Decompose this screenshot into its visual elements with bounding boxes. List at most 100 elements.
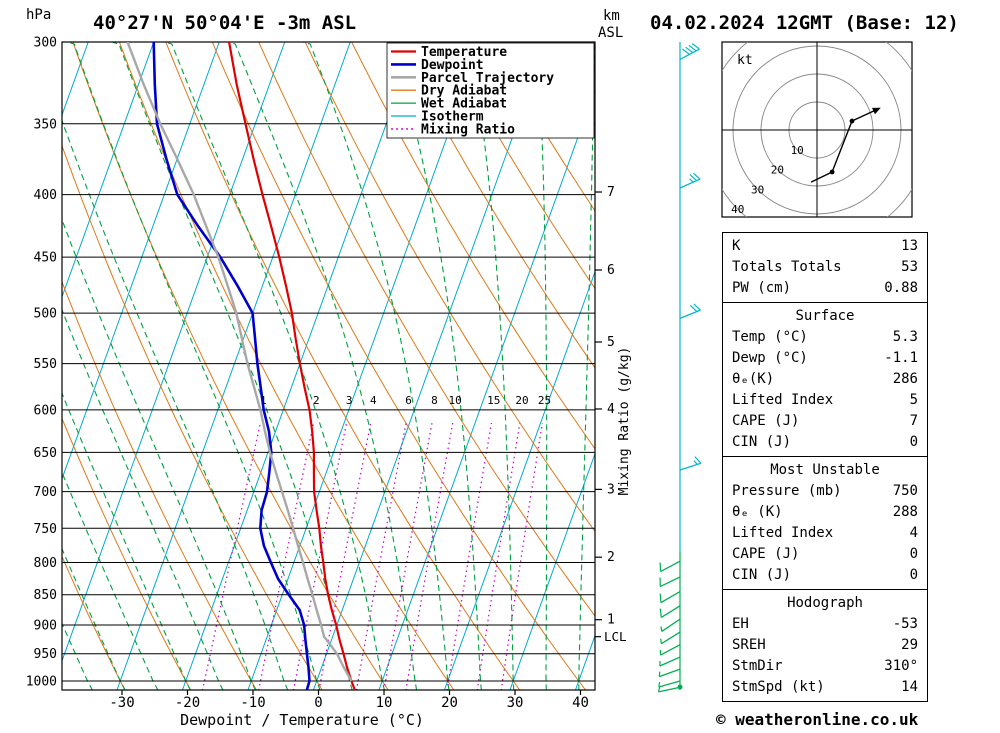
stat-value: 14 — [901, 679, 918, 695]
wet-adiabat-line — [62, 119, 289, 690]
sounding-curves — [126, 42, 356, 690]
pressure-tick-label: 650 — [34, 446, 57, 461]
stat-label: CAPE (J) — [732, 413, 800, 429]
wind-barb — [660, 631, 681, 645]
wind-profile-endpoint — [677, 684, 683, 690]
pressure-tick-label: 400 — [34, 188, 57, 203]
stat-label: SREH — [732, 637, 766, 653]
stat-row: EH -53 — [723, 614, 927, 635]
stat-row: Lifted Index 5 — [723, 390, 927, 411]
mixing-ratio-label: 3 — [346, 394, 353, 407]
temp-tick-label: 40 — [572, 695, 589, 711]
temperature-curve — [228, 42, 356, 690]
parcel-trajectory-curve — [126, 42, 353, 682]
legend-label: Parcel Trajectory — [421, 71, 554, 86]
temp-tick-label: -10 — [240, 695, 265, 711]
hodograph-ring-label: 40 — [731, 203, 744, 216]
pressure-tick-label: 450 — [34, 251, 57, 266]
wind-barb — [660, 618, 681, 632]
mixing-ratio-line — [292, 422, 348, 690]
pressure-tick-label: 1000 — [26, 674, 57, 689]
wind-barb — [679, 456, 702, 471]
legend-label: Wet Adiabat — [421, 97, 507, 112]
isotherm-line — [62, 42, 220, 481]
wind-barb-column — [657, 42, 702, 693]
dry-adiabat-line — [62, 417, 192, 690]
mixing-ratio-line — [318, 422, 372, 690]
isotherm-line — [247, 42, 482, 690]
wet-adiabat-line — [62, 547, 126, 690]
isotherm-line — [509, 452, 595, 690]
pressure-unit-label: hPa — [26, 7, 51, 23]
stat-value: 310° — [884, 658, 918, 674]
mixing-ratio-axis-label: Mixing Ratio (g/kg) — [617, 347, 632, 496]
dry-adiabat-line — [62, 280, 257, 690]
km-unit-label: km — [603, 8, 620, 24]
wind-barb — [679, 172, 701, 189]
stat-value: 53 — [901, 259, 918, 275]
stat-label: EH — [732, 616, 749, 632]
km-tick-label: 6 — [607, 263, 615, 278]
wet-adiabat-line — [164, 42, 385, 690]
stat-row: Dewp (°C) -1.1 — [723, 348, 927, 369]
dry-adiabat-line — [62, 555, 126, 690]
legend-label: Dry Adiabat — [421, 84, 507, 99]
stat-row: Totals Totals 53 — [723, 257, 927, 278]
stat-label: Lifted Index — [732, 525, 834, 541]
wind-barb — [659, 644, 681, 656]
temp-tick-label: -20 — [175, 695, 200, 711]
stat-row: PW (cm) 0.88 — [723, 278, 927, 299]
mixing-ratio-line — [446, 422, 493, 690]
wet-adiabat-line — [465, 42, 515, 690]
hodograph-arrow — [872, 107, 881, 115]
dry-adiabat-line — [118, 42, 455, 690]
mixing-ratio-label: 15 — [487, 394, 500, 407]
mixing-ratio-line — [201, 422, 261, 690]
wet-adiabat-line — [67, 42, 321, 690]
wet-adiabat-line — [302, 42, 450, 690]
hodograph-plot: 10 20 30 40 — [722, 42, 912, 217]
stat-value: 29 — [901, 637, 918, 653]
mixing-ratio-line — [500, 422, 543, 690]
stat-row: θₑ (K) 288 — [723, 502, 927, 523]
dry-adiabat-line — [165, 42, 521, 690]
isotherm-line — [62, 42, 286, 663]
plot-labels: 1 2 3 4 6 8 10 15 20 2530035040045050055060065070… — [26, 36, 615, 712]
hodograph-ring-label: 30 — [751, 183, 764, 196]
wet-adiabat-line — [578, 42, 595, 690]
stat-label: θₑ(K) — [732, 371, 775, 387]
temp-tick-label: 20 — [441, 695, 458, 711]
stat-row: K 13 — [723, 236, 927, 257]
pressure-tick-label: 850 — [34, 588, 57, 603]
stat-value: 0.88 — [884, 280, 918, 296]
stat-value: 288 — [892, 504, 918, 520]
stat-value: 0 — [909, 434, 918, 450]
legend-label: Dewpoint — [421, 58, 484, 73]
stat-value: 5 — [909, 392, 918, 408]
km-tick-label: 1 — [607, 613, 615, 628]
stat-row: θₑ(K) 286 — [723, 369, 927, 390]
stat-label: Pressure (mb) — [732, 483, 842, 499]
mixing-ratio-line — [383, 422, 433, 690]
isotherm-line — [181, 42, 417, 690]
mixing-ratio-label: 20 — [515, 394, 528, 407]
stat-value: 750 — [892, 483, 918, 499]
wet-adiabat-line — [62, 471, 159, 690]
stat-value: 0 — [909, 567, 918, 583]
asl-unit-label: ASL — [598, 25, 623, 41]
wind-barb — [659, 591, 681, 604]
mixing-ratio-label: 2 — [313, 394, 320, 407]
isotherm-line — [312, 42, 548, 690]
legend-label: Isotherm — [421, 110, 484, 125]
hodograph-table: Hodograph EH -53 SREH 29 StmDir 310° StmSpd (k… — [722, 589, 928, 702]
stat-label: θₑ (K) — [732, 504, 783, 520]
wind-barb — [679, 303, 701, 319]
isotherm-line — [116, 42, 351, 690]
wet-adiabat-line — [62, 218, 256, 690]
hodograph: 10 20 30 40 kt — [721, 41, 913, 218]
pressure-tick-label: 900 — [34, 619, 57, 634]
mixing-ratio-line — [476, 422, 521, 690]
